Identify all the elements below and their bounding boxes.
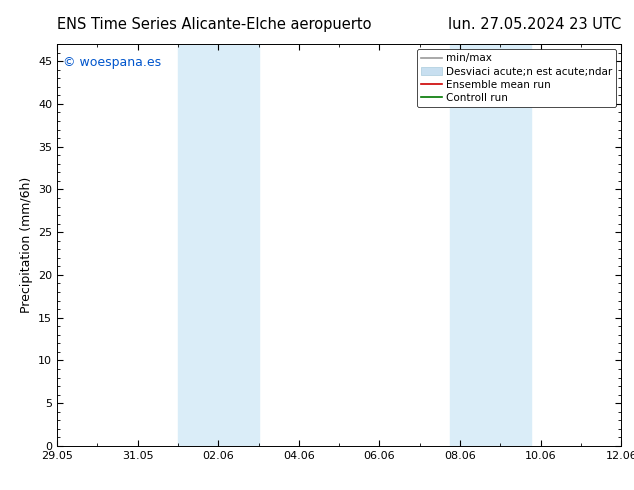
- Bar: [490, 44, 531, 446]
- Legend: min/max, Desviaci acute;n est acute;ndar, Ensemble mean run, Controll run: min/max, Desviaci acute;n est acute;ndar…: [417, 49, 616, 107]
- Bar: [218, 44, 259, 446]
- Text: © woespana.es: © woespana.es: [63, 56, 161, 69]
- Bar: [178, 44, 218, 446]
- Text: ENS Time Series Alicante-Elche aeropuerto: ENS Time Series Alicante-Elche aeropuert…: [57, 17, 372, 32]
- Y-axis label: Precipitation (mm/6h): Precipitation (mm/6h): [20, 177, 32, 313]
- Text: lun. 27.05.2024 23 UTC: lun. 27.05.2024 23 UTC: [448, 17, 621, 32]
- Bar: [450, 44, 490, 446]
